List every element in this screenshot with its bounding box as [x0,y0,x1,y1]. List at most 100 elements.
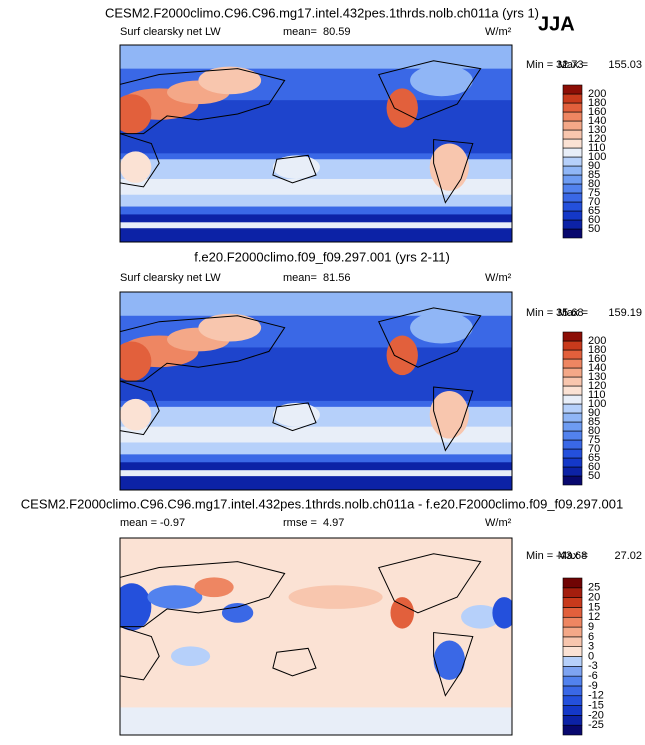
colorbar-box [562,138,583,149]
colorbar-box [562,421,583,432]
colorbar-label: 120 [588,380,606,392]
colorbar-box [562,475,583,486]
map-patch [410,64,473,97]
colorbar-box [562,587,583,598]
min-label: Min = [526,307,553,319]
colorbar-label: 130 [588,124,606,136]
colorbar-box [562,646,583,657]
colorbar-box [562,715,583,726]
colorbar-box [562,147,583,158]
colorbar-box [562,129,583,140]
colorbar-box [562,457,583,468]
colorbar-label: 140 [588,362,606,374]
coastline [120,315,286,382]
colorbar-label: 110 [588,389,606,401]
coastline [378,307,482,368]
colorbar-label: 90 [588,160,600,172]
center-label: rmse = [283,517,317,529]
colorbar-label: 75 [588,187,600,199]
map-patch [120,398,152,431]
colorbar-label: 85 [588,169,600,181]
colorbar-box [562,358,583,369]
colorbar-box [562,367,583,378]
center-value: 81.56 [323,272,351,284]
colorbar-box [562,376,583,387]
map-patch [120,583,152,631]
map-patch [120,94,152,134]
colorbar-label: 20 [588,592,600,604]
colorbar-box [562,656,583,667]
left-label: Surf clearsky net LW [120,272,221,284]
colorbar-label: 120 [588,133,606,145]
map-field [120,45,512,242]
colorbar-label: -3 [588,660,598,672]
coastline [378,60,482,121]
max-value: 155.03 [608,59,642,71]
coastline [120,380,160,436]
min-value: 32.73 [556,59,584,71]
center-label: mean= [283,26,317,38]
colorbar-box [562,111,583,122]
max-label: Max = [558,550,588,562]
colorbar-label: 90 [588,407,600,419]
colorbar-label: 12 [588,611,600,623]
colorbar-label: 100 [588,151,606,163]
map [119,44,513,243]
center-value: 4.97 [323,517,344,529]
center-value: 80.59 [323,26,351,38]
colorbar-label: 70 [588,443,600,455]
map-patch [429,143,469,191]
colorbar-box [562,183,583,194]
colorbar-box [562,577,583,589]
map [119,291,513,491]
map-patch [272,155,320,179]
left-label: Surf clearsky net LW [120,26,221,38]
map-band [120,470,512,477]
coastline [433,632,474,697]
colorbar-label: 130 [588,371,606,383]
colorbar-label: -20 [588,709,604,721]
coastline [272,154,317,184]
colorbar-label: 6 [588,631,594,643]
colorbar-label: 60 [588,461,600,473]
colorbar-box [562,607,583,618]
colorbar-box [562,228,583,239]
colorbar-box [562,210,583,221]
colorbar-box [562,201,583,212]
map-band [120,707,512,735]
min-label: Min = [526,59,553,71]
colorbar-box [562,448,583,459]
season-label: JJA [538,13,575,35]
colorbar-label: 160 [588,353,606,365]
colorbar-box [562,394,583,405]
colorbar-box [562,705,583,716]
map-patch [429,391,469,439]
colorbar-label: 65 [588,205,600,217]
coastline [378,553,482,614]
colorbar-label: -12 [588,690,604,702]
map-patch [194,577,234,598]
units: W/m² [485,517,512,529]
left-label: mean = [120,517,157,529]
panel-title: f.e20.F2000climo.f09_f09.297.001 (yrs 2-… [194,249,450,264]
map-band [120,178,512,195]
colorbar-box [562,724,583,736]
max-value: 159.19 [608,307,642,319]
map-band [120,292,512,316]
map-patch [390,597,414,629]
map-field [120,292,512,490]
coastline [120,626,160,681]
map-frame [119,537,513,736]
colorbar-label: 140 [588,115,606,127]
map-band [120,426,512,443]
colorbar-label: 25 [588,582,600,594]
map-frame [119,44,513,243]
colorbar-label: 65 [588,452,600,464]
map-frame [119,291,513,491]
colorbar-box [562,102,583,113]
colorbar-label: 160 [588,106,606,118]
colorbar-label: 180 [588,344,606,356]
colorbar-label: 3 [588,641,594,653]
colorbar-label: 80 [588,425,600,437]
